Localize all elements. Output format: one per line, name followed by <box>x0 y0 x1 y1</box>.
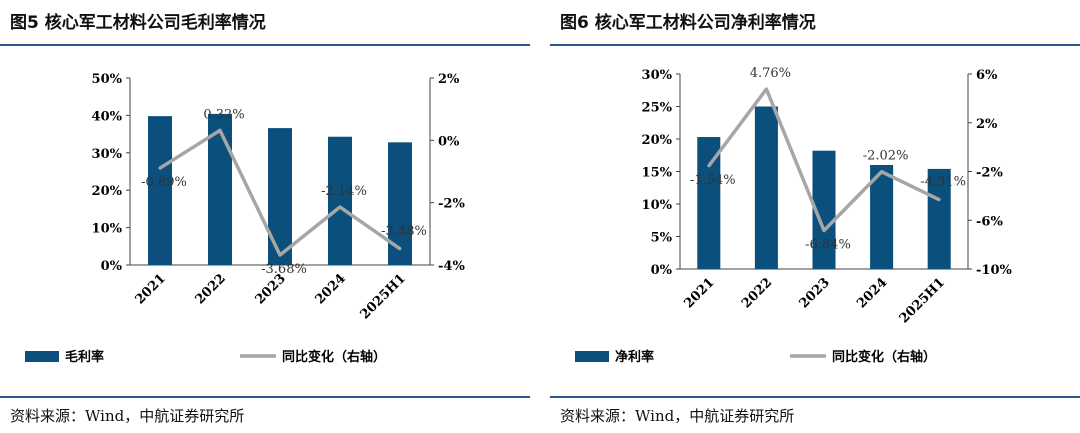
yoy-point-2024 <box>338 205 342 209</box>
left-tick-label: 40% <box>92 109 123 124</box>
bar-2023 <box>268 128 292 265</box>
data-label: -4.31% <box>920 175 966 190</box>
bar-2022 <box>754 106 778 269</box>
yoy-point-2022 <box>764 87 768 91</box>
right-tick-label: -10% <box>976 263 1012 278</box>
data-label: 0.32% <box>203 107 244 122</box>
right-tick-label: -2% <box>976 166 1003 181</box>
left-tick-label: 30% <box>92 147 123 162</box>
gross-margin-chart: 0%10%20%30%40%50%-4%-2%0%2%2021 2022 2023 2… <box>25 72 465 365</box>
bar-2024 <box>870 165 894 269</box>
data-label: -1.54% <box>690 173 736 188</box>
footer-rule <box>0 396 530 398</box>
bar-2023 <box>812 150 836 269</box>
net-margin-chart: 0% 5% 10% 15% 20% 25% 30% -10% -6% -2% 2% 6% 2021 202… <box>575 66 1012 365</box>
title-rule <box>0 44 530 46</box>
left-tick-label: 15% <box>642 166 673 181</box>
left-tick-label: 25% <box>642 101 673 116</box>
data-label: -0.89% <box>141 175 187 190</box>
yoy-point-2024 <box>880 170 884 174</box>
left-tick-label: 10% <box>642 198 673 213</box>
category-label: 2021 <box>133 271 169 307</box>
figure-title: 图6 核心军工材料公司净利率情况 <box>560 13 816 33</box>
category-label: 2021 <box>681 275 717 311</box>
legend-bar-swatch <box>575 351 609 362</box>
category-label: 2022 <box>193 271 229 307</box>
data-label: 4.76% <box>750 66 791 81</box>
data-label: -6.84% <box>805 237 851 252</box>
legend-bar-label: 净利率 <box>615 349 654 365</box>
legend-line-label: 同比变化（右轴） <box>832 349 936 365</box>
left-tick-label: 20% <box>92 184 123 199</box>
source-note: 资料来源：Wind，中航证券研究所 <box>10 407 245 425</box>
category-label: 2025H1 <box>358 271 409 322</box>
yoy-point-2021 <box>707 164 711 168</box>
right-tick-label: 2% <box>976 117 998 132</box>
yoy-point-2023 <box>822 228 826 232</box>
data-label: -3.48% <box>381 224 427 239</box>
left-tick-label: 10% <box>92 222 123 237</box>
figure-5-panel: 图5 核心军工材料公司毛利率情况 0% 10% 20% 30% 40% 50% -4% -2%… <box>0 0 530 433</box>
bar-2025H1 <box>388 142 412 265</box>
data-label: -2.14% <box>321 184 367 199</box>
left-tick-label: 0% <box>101 259 123 274</box>
left-tick-label: 20% <box>642 133 673 148</box>
data-label: -2.02% <box>863 149 909 164</box>
right-tick-label: 2% <box>438 72 460 87</box>
right-tick-label: -2% <box>438 197 465 212</box>
source-note: 资料来源：Wind，中航证券研究所 <box>560 407 795 425</box>
right-tick-label: 0% <box>438 134 460 149</box>
footer-rule <box>550 396 1080 398</box>
left-tick-label: 0% <box>651 263 673 278</box>
legend-line-label: 同比变化（右轴） <box>282 349 386 365</box>
bar-2022 <box>208 113 232 266</box>
yoy-point-2025H1 <box>398 247 402 251</box>
legend-bar-swatch <box>25 351 59 362</box>
bar-2021 <box>697 137 721 269</box>
bar-2024 <box>328 136 352 265</box>
yoy-point-2025H1 <box>937 198 941 202</box>
left-tick-label: 5% <box>651 231 673 246</box>
bar-2025H1 <box>927 168 951 269</box>
right-tick-label: -4% <box>438 259 465 274</box>
right-tick-label: 6% <box>976 68 998 83</box>
figure-title: 图5 核心军工材料公司毛利率情况 <box>10 13 266 33</box>
category-label: 2023 <box>797 275 833 311</box>
yoy-point-2021 <box>158 166 162 170</box>
yoy-point-2022 <box>218 128 222 132</box>
title-rule <box>550 44 1080 46</box>
right-tick-label: -6% <box>976 214 1003 229</box>
bar-2021 <box>148 116 172 265</box>
legend-bar-label: 毛利率 <box>65 349 104 365</box>
left-tick-label: 50% <box>92 72 123 87</box>
category-label: 2024 <box>313 271 349 307</box>
figure-6-panel: 图6 核心军工材料公司净利率情况 0% 5% 10% 15% 20% 25% 30% -10%… <box>550 0 1080 433</box>
category-label: 2024 <box>854 275 890 311</box>
category-label: 2022 <box>739 275 775 311</box>
left-tick-label: 30% <box>642 68 673 83</box>
yoy-point-2023 <box>278 253 282 257</box>
category-label: 2025H1 <box>897 275 948 326</box>
data-label: -3.68% <box>261 262 307 277</box>
